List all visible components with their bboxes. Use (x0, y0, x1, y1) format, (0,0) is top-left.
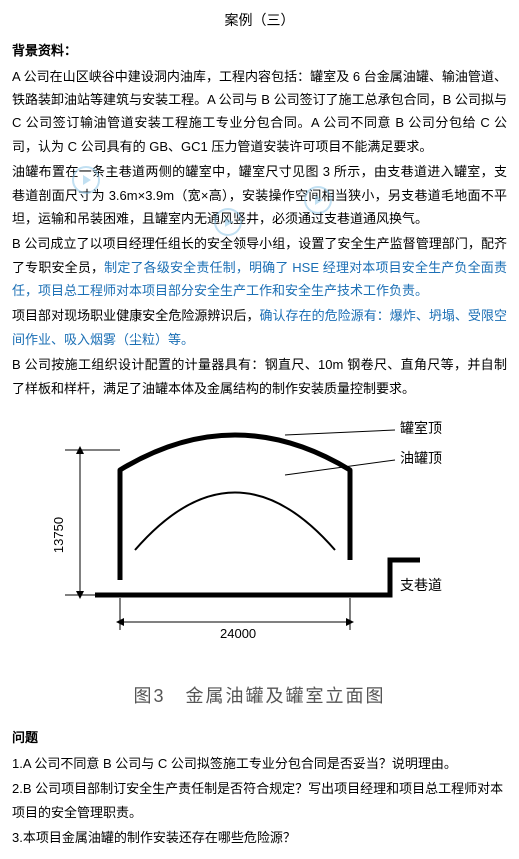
question-3: 3.本项目金属油罐的制作安装还存在哪些危险源？ (12, 826, 507, 849)
paragraph-2: 油罐布置在一条主巷道两侧的罐室中，罐室尺寸见图 3 所示，由支巷道进入罐室，支巷… (12, 160, 507, 230)
tank-elevation-svg: 罐室顶油罐顶支巷道 13750 24000 (25, 410, 495, 670)
figure-3: 罐室顶油罐顶支巷道 13750 24000 (12, 410, 507, 670)
svg-text:13750: 13750 (51, 517, 66, 553)
background-header: 背景资料： (12, 39, 507, 62)
svg-text:油罐顶: 油罐顶 (400, 450, 442, 466)
question-2: 2.B 公司项目部制订安全生产责任制是否符合规定？写出项目经理和项目总工程师对本… (12, 777, 507, 824)
paragraph-4: 项目部对现场职业健康安全危险源辨识后，确认存在的危险源有：爆炸、坍塌、受限空间作… (12, 304, 507, 351)
questions-header: 问题 (12, 726, 507, 749)
paragraph-5: B 公司按施工组织设计配置的计量器具有：钢直尺、10m 钢卷尺、直角尺等，并自制… (12, 353, 507, 400)
p4-part-a: 项目部对现场职业健康安全危险源辨识后， (12, 308, 260, 323)
figure-caption: 图3 金属油罐及罐室立面图 (12, 680, 507, 712)
paragraph-3: B 公司成立了以项目经理任组长的安全领导小组，设置了安全生产监督管理部门，配齐了… (12, 232, 507, 302)
svg-text:24000: 24000 (220, 626, 256, 641)
case-title: 案例（三） (12, 8, 507, 33)
svg-text:支巷道: 支巷道 (400, 577, 442, 593)
paragraph-1: A 公司在山区峡谷中建设洞内油库，工程内容包括：罐室及 6 台金属油罐、输油管道… (12, 65, 507, 159)
svg-text:罐室顶: 罐室顶 (400, 420, 442, 436)
